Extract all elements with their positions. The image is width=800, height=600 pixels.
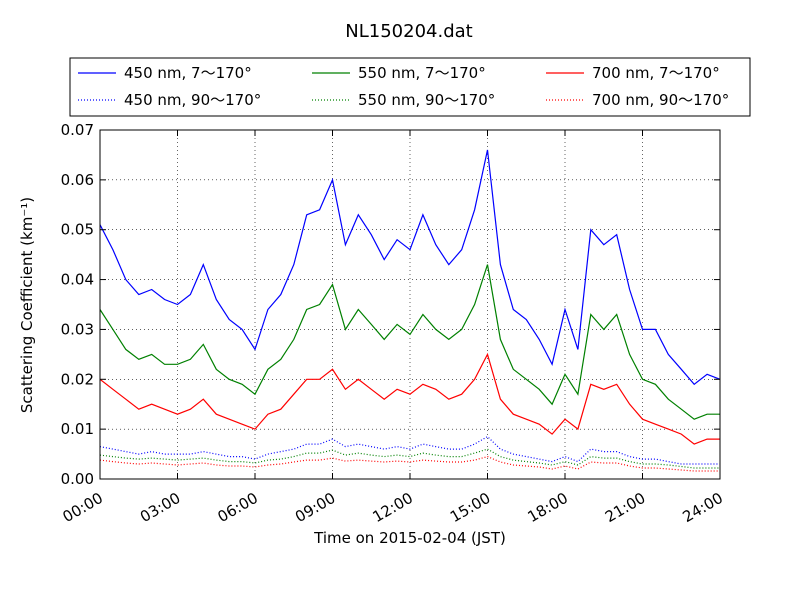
x-tick-label: 18:00: [525, 489, 571, 526]
y-tick-label: 0.03: [61, 320, 94, 338]
x-tick-label: 24:00: [680, 489, 726, 526]
chart-title: NL150204.dat: [345, 21, 472, 42]
series-line: [99, 435, 720, 465]
y-tick-label: 0.00: [61, 470, 94, 488]
x-axis-label: Time on 2015-02-04 (JST): [313, 529, 506, 547]
legend-label: 550 nm, 7～170°: [358, 64, 486, 82]
legend-box: [69, 57, 751, 117]
series-line: [99, 149, 721, 386]
x-tick-label: 15:00: [447, 489, 493, 526]
x-tick-label: 06:00: [215, 489, 261, 526]
legend-label: 450 nm, 90～170°: [124, 91, 261, 109]
legend-label: 700 nm, 7～170°: [592, 64, 720, 82]
legend-label: 450 nm, 7～170°: [124, 64, 252, 82]
series-line: [99, 448, 720, 469]
series-line: [99, 264, 720, 420]
series-layer: [99, 149, 721, 472]
legend-label: 550 nm, 90～170°: [358, 91, 495, 109]
y-tick-label: 0.05: [61, 221, 94, 239]
x-tick-label: 12:00: [370, 489, 416, 526]
grid: [100, 130, 720, 479]
y-tick-label: 0.06: [61, 171, 94, 189]
legend-label: 700 nm, 90～170°: [592, 91, 729, 109]
y-tick-label: 0.01: [61, 420, 94, 438]
axis-ticks: 00:00 03:00 06:00 09:00 12:00 15:00 18:00 21:00…: [60, 121, 726, 526]
y-axis-label: Scattering Coefficient (km⁻¹): [18, 197, 36, 413]
x-tick-label: 03:00: [137, 489, 183, 526]
x-tick-label: 09:00: [292, 489, 338, 526]
y-tick-label: 0.04: [61, 271, 94, 289]
x-tick-label: 00:00: [60, 489, 106, 526]
y-tick-label: 0.02: [61, 370, 94, 388]
y-tick-label: 0.07: [61, 121, 94, 139]
series-line: [99, 352, 720, 445]
legend: 450 nm, 7～170° 550 nm, 7～170° 700 nm, 7～17…: [69, 57, 751, 117]
x-tick-label: 21:00: [602, 489, 648, 526]
